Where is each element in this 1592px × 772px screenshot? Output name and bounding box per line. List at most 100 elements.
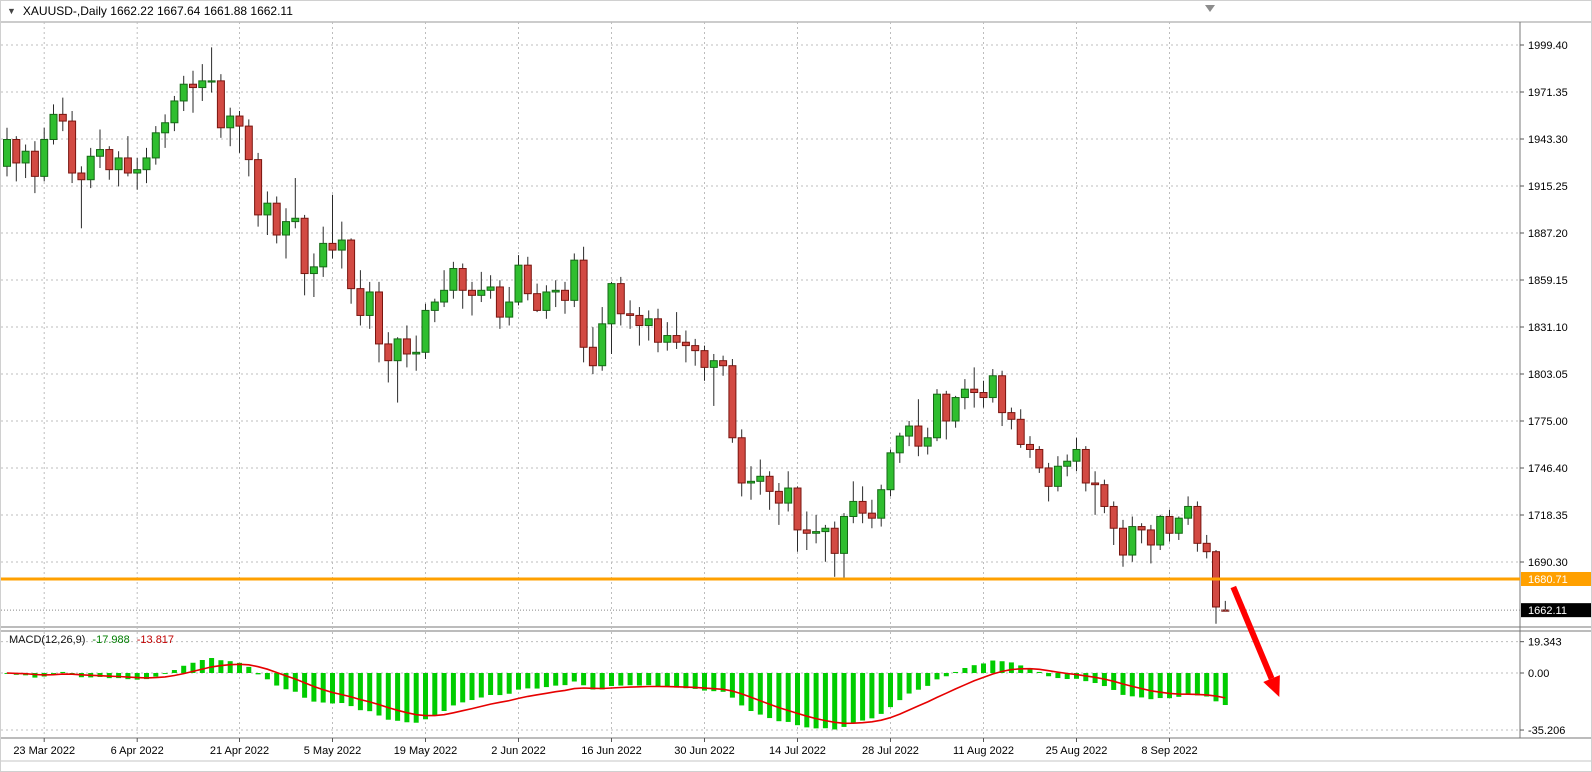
macd-histogram-bar bbox=[627, 673, 633, 686]
candle-body bbox=[923, 437, 932, 447]
candle-body bbox=[384, 343, 393, 362]
macd-histogram-bar bbox=[348, 673, 354, 707]
macd-histogram-bar bbox=[981, 663, 986, 673]
candle-body bbox=[375, 291, 383, 345]
candle-body bbox=[365, 291, 374, 316]
candle-body bbox=[207, 80, 216, 83]
macd-histogram-bar bbox=[199, 660, 205, 673]
macd-histogram-bar bbox=[692, 673, 698, 689]
macd-histogram-bar bbox=[488, 673, 494, 695]
candle-body bbox=[728, 365, 737, 439]
macd-histogram-bar bbox=[1139, 673, 1145, 698]
macd-histogram-bar bbox=[395, 673, 401, 721]
candle-body bbox=[1137, 526, 1146, 531]
candle-body bbox=[105, 149, 114, 171]
price-axis-label: 1999.40 bbox=[1528, 40, 1568, 52]
macd-histogram-bar bbox=[925, 673, 931, 686]
candle-body bbox=[1091, 482, 1100, 486]
macd-histogram-bar bbox=[385, 673, 391, 720]
macd-histogram-bar bbox=[915, 673, 921, 690]
macd-histogram-bar bbox=[525, 673, 531, 689]
macd-histogram-bar bbox=[1036, 671, 1042, 673]
macd-histogram-bar bbox=[237, 662, 242, 673]
candle-body bbox=[635, 314, 644, 326]
macd-histogram-bar bbox=[441, 673, 447, 712]
candle-body bbox=[412, 351, 421, 355]
candle-body bbox=[142, 157, 151, 171]
price-axis-label: 1887.20 bbox=[1528, 228, 1568, 240]
price-axis-label: 1831.10 bbox=[1528, 322, 1568, 334]
macd-histogram-bar bbox=[795, 673, 800, 726]
candle-body bbox=[1109, 505, 1118, 529]
macd-histogram-bar bbox=[757, 673, 763, 715]
date-axis-label: 23 Mar 2022 bbox=[13, 745, 75, 757]
macd-histogram-bar bbox=[990, 660, 996, 673]
candle-body bbox=[1072, 448, 1081, 462]
macd-histogram-bar bbox=[878, 673, 884, 714]
candle-body bbox=[784, 487, 793, 504]
candle-body bbox=[21, 150, 30, 164]
symbol-ohlc-line: XAUUSD-,Daily 1662.22 1667.64 1661.88 16… bbox=[22, 4, 293, 18]
macd-histogram-bar bbox=[460, 673, 466, 703]
candle-body bbox=[356, 288, 365, 316]
date-axis-label: 16 Jun 2022 bbox=[581, 745, 642, 757]
macd-histogram-bar bbox=[562, 673, 568, 686]
trend-arrow-shaft[interactable] bbox=[1230, 585, 1275, 680]
candle-body bbox=[691, 345, 700, 352]
macd-histogram-bar bbox=[646, 673, 652, 686]
macd-histogram-bar bbox=[888, 673, 893, 708]
macd-histogram-bar bbox=[450, 673, 456, 706]
candle-body bbox=[458, 268, 467, 291]
macd-histogram-bar bbox=[432, 673, 438, 716]
macd-histogram-bar bbox=[702, 673, 707, 691]
macd-histogram-bar bbox=[720, 673, 726, 692]
macd-histogram-bar bbox=[171, 670, 177, 673]
candle-body bbox=[1128, 526, 1137, 556]
price-axis-label: 1915.25 bbox=[1528, 181, 1568, 193]
macd-signal-value: -13.817 bbox=[136, 634, 175, 646]
macd-histogram-bar bbox=[227, 661, 233, 673]
candle-body bbox=[709, 360, 718, 368]
candle-body bbox=[756, 475, 765, 482]
candle-body bbox=[58, 113, 67, 122]
candle-body bbox=[840, 516, 848, 554]
macd-histogram-bar bbox=[581, 673, 587, 686]
candle-body bbox=[849, 500, 858, 518]
candle-body bbox=[542, 291, 551, 311]
candle-body bbox=[272, 202, 281, 236]
macd-histogram-bar bbox=[1055, 673, 1061, 679]
macd-histogram-bar bbox=[255, 673, 261, 675]
macd-histogram-bar bbox=[1204, 673, 1210, 697]
chart-expander-icon[interactable]: ▼ bbox=[7, 6, 16, 16]
macd-histogram-bar bbox=[1222, 673, 1228, 706]
candle-body bbox=[765, 475, 774, 492]
candle-body bbox=[793, 487, 802, 531]
candle-body bbox=[672, 335, 681, 343]
candle-body bbox=[1165, 516, 1174, 534]
candle-body bbox=[747, 480, 755, 484]
macd-histogram-bar bbox=[423, 673, 428, 720]
candle-body bbox=[616, 283, 625, 315]
macd-histogram-bar bbox=[971, 665, 977, 673]
candle-body bbox=[533, 293, 542, 311]
macd-histogram-bar bbox=[934, 673, 940, 680]
candle-body bbox=[319, 242, 328, 268]
macd-histogram-bar bbox=[162, 673, 168, 674]
candle-body bbox=[654, 318, 662, 343]
macd-histogram-bar bbox=[599, 673, 605, 690]
resistance-price-badge bbox=[1521, 571, 1591, 586]
macd-histogram-bar bbox=[469, 673, 475, 701]
candle-body bbox=[1146, 529, 1155, 546]
candle-body bbox=[1016, 418, 1025, 445]
trend-arrow-head[interactable] bbox=[1263, 675, 1280, 697]
macd-histogram-bar bbox=[153, 673, 159, 677]
candle-body bbox=[579, 259, 588, 348]
macd-histogram-bar bbox=[543, 673, 549, 688]
macd-histogram-bar bbox=[404, 673, 410, 723]
macd-histogram-bar bbox=[264, 673, 270, 680]
price-axis-label: 1690.30 bbox=[1528, 557, 1568, 569]
candle-body bbox=[830, 527, 839, 554]
macd-histogram-bar bbox=[841, 673, 847, 727]
macd-histogram-bar bbox=[618, 673, 624, 686]
